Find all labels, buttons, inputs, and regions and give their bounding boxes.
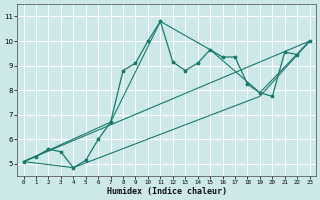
X-axis label: Humidex (Indice chaleur): Humidex (Indice chaleur)	[107, 187, 227, 196]
